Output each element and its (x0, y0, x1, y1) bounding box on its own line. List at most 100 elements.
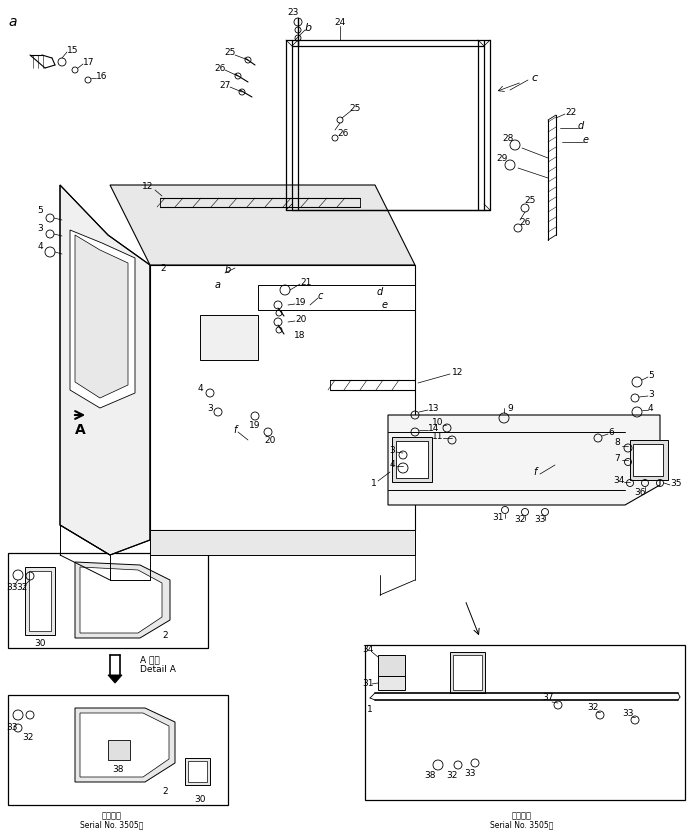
Text: b: b (304, 23, 311, 33)
Text: 28: 28 (502, 133, 514, 142)
Bar (8, 553, 208, 648)
Polygon shape (75, 235, 128, 398)
Text: 33: 33 (534, 516, 546, 525)
Polygon shape (108, 740, 130, 760)
Polygon shape (70, 230, 135, 408)
Text: c: c (318, 291, 322, 301)
Polygon shape (185, 758, 210, 785)
Text: Detail A: Detail A (140, 666, 176, 675)
Text: 5: 5 (37, 206, 43, 215)
Text: 3: 3 (207, 403, 213, 412)
Text: 32: 32 (22, 734, 33, 742)
Text: e: e (382, 300, 388, 310)
Text: 38: 38 (113, 766, 124, 775)
Text: 23: 23 (287, 7, 299, 17)
Text: 30: 30 (194, 796, 206, 805)
Polygon shape (25, 567, 55, 635)
Polygon shape (388, 415, 660, 505)
Text: e: e (583, 135, 589, 145)
Text: 29: 29 (496, 153, 507, 162)
Text: 12: 12 (452, 367, 464, 377)
Text: 4: 4 (38, 242, 43, 251)
Text: 1: 1 (371, 478, 377, 487)
Text: 16: 16 (96, 72, 108, 81)
Text: 17: 17 (83, 57, 95, 67)
Text: 5: 5 (648, 371, 654, 380)
Text: Serial No. 3505～: Serial No. 3505～ (81, 821, 144, 830)
Text: 36: 36 (635, 487, 646, 496)
Text: d: d (578, 121, 584, 131)
Text: a: a (9, 15, 17, 29)
Text: 26: 26 (214, 63, 226, 72)
Text: 25: 25 (350, 103, 361, 112)
Text: 31: 31 (362, 680, 374, 689)
Text: 3: 3 (389, 446, 395, 455)
Polygon shape (60, 185, 150, 555)
Text: 6: 6 (608, 427, 614, 436)
Text: 4: 4 (648, 403, 653, 412)
Text: 32: 32 (587, 704, 598, 712)
Text: 26: 26 (519, 217, 531, 227)
Polygon shape (188, 761, 207, 782)
Text: 37: 37 (542, 694, 554, 702)
Text: 22: 22 (565, 107, 576, 117)
Text: 25: 25 (224, 47, 236, 57)
Text: 10: 10 (432, 417, 443, 426)
Text: 9: 9 (507, 403, 513, 412)
Text: b: b (225, 265, 231, 275)
Bar (633, 444, 663, 476)
Polygon shape (258, 285, 415, 310)
Text: 適用号機: 適用号機 (512, 811, 532, 821)
Text: 32: 32 (446, 771, 458, 780)
Text: 19: 19 (250, 421, 261, 430)
Text: 19: 19 (295, 297, 306, 307)
Text: 34: 34 (362, 646, 374, 655)
Text: 21: 21 (300, 277, 311, 287)
Text: 8: 8 (614, 437, 620, 446)
Text: 26: 26 (337, 128, 349, 137)
Polygon shape (378, 655, 405, 676)
Text: c: c (532, 73, 538, 83)
Text: 27: 27 (220, 81, 231, 89)
Polygon shape (110, 185, 415, 265)
Text: 33: 33 (622, 709, 634, 717)
Text: 34: 34 (613, 476, 625, 485)
Polygon shape (29, 571, 51, 631)
Polygon shape (378, 676, 405, 690)
Text: 7: 7 (614, 453, 620, 462)
Polygon shape (75, 708, 175, 782)
Text: 3: 3 (648, 390, 654, 398)
Bar (396, 441, 428, 478)
Text: 4: 4 (197, 383, 203, 392)
Text: 15: 15 (67, 46, 79, 54)
Text: A: A (74, 423, 85, 437)
Polygon shape (453, 655, 482, 690)
Text: f: f (533, 467, 537, 477)
Text: 33: 33 (464, 769, 476, 777)
Text: 24: 24 (334, 17, 345, 27)
Text: 14: 14 (428, 423, 439, 432)
Text: 32: 32 (16, 583, 28, 592)
Polygon shape (200, 315, 258, 360)
Text: 1: 1 (367, 706, 373, 715)
Polygon shape (80, 567, 162, 633)
Text: 2: 2 (160, 263, 166, 272)
Text: A 詳圖: A 詳圖 (140, 656, 160, 665)
Text: 25: 25 (524, 196, 536, 204)
Bar (392, 437, 432, 482)
Text: 2: 2 (162, 787, 167, 796)
Text: d: d (377, 287, 383, 297)
Text: 18: 18 (294, 331, 306, 340)
Text: 適用号機: 適用号機 (102, 811, 122, 821)
Text: 33: 33 (6, 724, 18, 732)
Text: 31: 31 (492, 513, 504, 522)
Text: 12: 12 (142, 182, 154, 191)
Bar (365, 645, 685, 800)
Polygon shape (80, 713, 169, 777)
Bar (8, 695, 228, 805)
Polygon shape (450, 652, 485, 693)
Text: 30: 30 (34, 640, 46, 649)
Text: 13: 13 (428, 403, 439, 412)
Text: 33: 33 (6, 583, 18, 592)
Text: 32: 32 (514, 516, 525, 525)
